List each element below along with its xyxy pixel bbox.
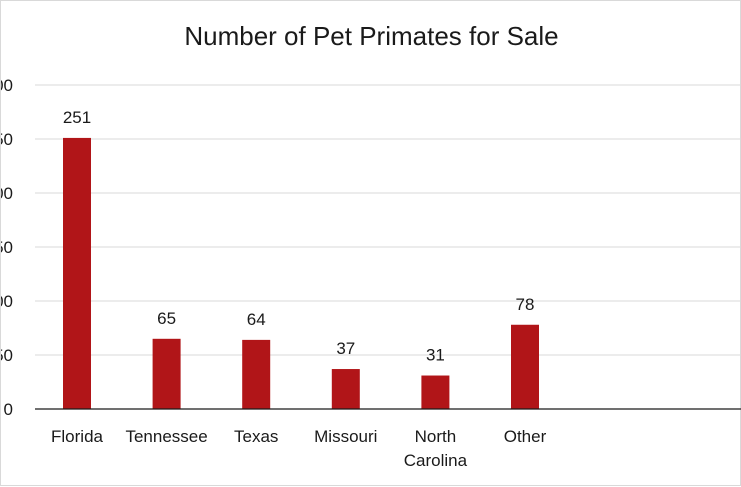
category-label: North (415, 427, 457, 446)
category-label: Tennessee (125, 427, 207, 446)
category-label: Other (504, 427, 547, 446)
y-tick-label: 0 (4, 400, 13, 419)
data-label: 37 (336, 339, 355, 358)
chart-title: Number of Pet Primates for Sale (184, 21, 559, 51)
y-tick-label: 300 (1, 76, 13, 95)
y-tick-label: 200 (1, 184, 13, 203)
data-label: 65 (157, 309, 176, 328)
data-label: 78 (516, 295, 535, 314)
category-label: Carolina (404, 451, 468, 470)
y-tick-label: 250 (1, 130, 13, 149)
y-tick-label: 100 (1, 292, 13, 311)
data-label: 64 (247, 310, 266, 329)
bar (242, 339, 271, 409)
category-label: Texas (234, 427, 278, 446)
y-tick-label: 50 (1, 346, 13, 365)
bar (331, 369, 360, 409)
bar (152, 338, 181, 409)
data-label: 31 (426, 346, 445, 365)
bar (421, 375, 450, 409)
bar (63, 137, 91, 410)
category-label: Florida (51, 427, 104, 446)
bar (511, 324, 539, 409)
data-label: 251 (63, 108, 91, 127)
category-label: Missouri (314, 427, 377, 446)
y-tick-label: 150 (1, 238, 13, 257)
